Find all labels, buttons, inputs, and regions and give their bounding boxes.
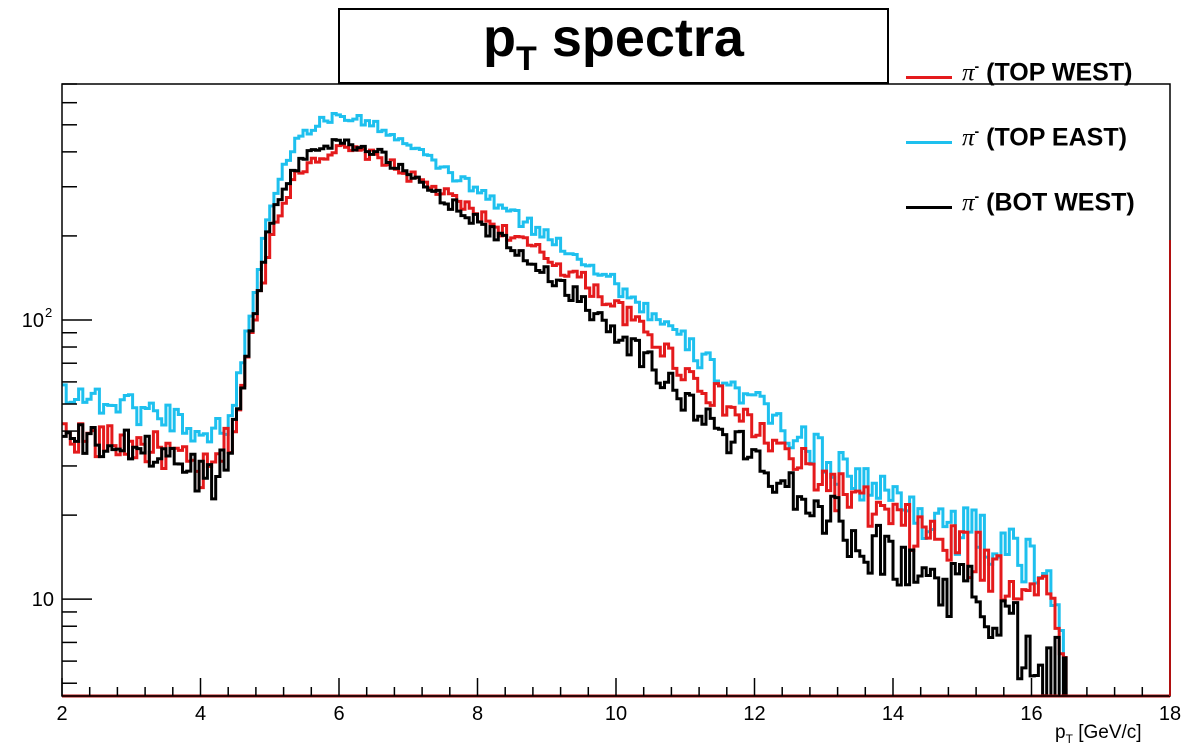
x-tick-label: 14 — [882, 703, 904, 725]
chart-title-box: pT spectra — [338, 8, 889, 84]
x-tick-label: 6 — [333, 703, 344, 725]
legend-label-bot-west: π- (BOT WEST) — [962, 188, 1135, 217]
x-tick-label: 18 — [1159, 703, 1181, 725]
x-tick-label: 16 — [1020, 703, 1042, 725]
legend-line-top-east — [906, 141, 952, 144]
x-tick-label: 4 — [195, 703, 206, 725]
x-axis-label: pT [GeV/c] — [1055, 722, 1142, 746]
legend-label-top-east: π- (TOP EAST) — [962, 123, 1127, 152]
legend-label-top-west: π- (TOP WEST) — [962, 58, 1133, 87]
legend-item-top-east: π- (TOP EAST) — [900, 117, 1189, 157]
chart-title: pT spectra — [483, 7, 744, 78]
legend-item-bot-west: π- (BOT WEST) — [900, 182, 1189, 222]
x-tick-label: 2 — [56, 703, 67, 725]
x-tick-label: 12 — [743, 703, 765, 725]
series-line-top-west — [62, 143, 1068, 696]
legend-line-bot-west — [906, 206, 952, 209]
y-tick-label: 10 — [32, 589, 54, 611]
legend-item-top-west: π- (TOP WEST) — [900, 52, 1189, 92]
x-tick-label: 8 — [472, 703, 483, 725]
series-line-bot-west — [62, 138, 1068, 698]
series-line-top-east — [62, 112, 1068, 696]
y-tick-label: 10 — [22, 310, 44, 332]
x-tick-label: 10 — [605, 703, 627, 725]
legend-line-top-west — [906, 76, 952, 79]
y-tick-exponent: 2 — [45, 305, 52, 320]
